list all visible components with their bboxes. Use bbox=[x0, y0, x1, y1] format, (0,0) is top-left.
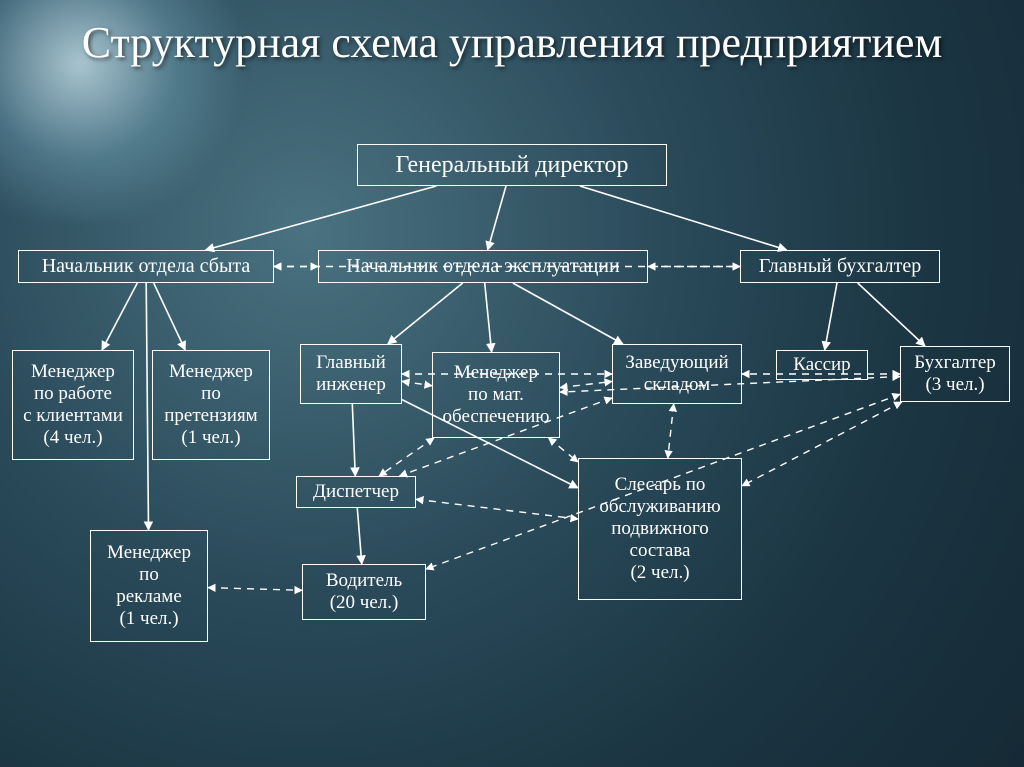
solid-edge bbox=[485, 283, 492, 352]
solid-edge bbox=[206, 186, 437, 250]
solid-edge bbox=[858, 283, 925, 346]
solid-edge bbox=[488, 186, 506, 250]
node-label: Диспетчер bbox=[313, 481, 399, 503]
node-eng: Главный инженер bbox=[300, 344, 402, 404]
node-label: Начальник отдела эксплуатации bbox=[346, 255, 619, 278]
node-label: Водитель (20 чел.) bbox=[326, 570, 402, 614]
node-disp: Диспетчер bbox=[296, 476, 416, 508]
solid-edge bbox=[513, 283, 623, 344]
solid-edge bbox=[357, 508, 362, 564]
node-label: Слесарь по обслуживанию подвижного соста… bbox=[599, 474, 720, 584]
node-driver: Водитель (20 чел.) bbox=[302, 564, 426, 620]
node-mgr_ad: Менеджер по рекламе (1 чел.) bbox=[90, 530, 208, 642]
slide-title: Структурная схема управления предприятие… bbox=[0, 18, 1024, 69]
node-wh: Заведующий складом bbox=[612, 344, 742, 404]
solid-edge bbox=[825, 283, 837, 350]
node-mgr_mat: Менеджер по мат. обеспечению bbox=[432, 352, 560, 438]
dashed-edge bbox=[402, 381, 432, 385]
dashed-edge bbox=[668, 404, 674, 458]
solid-edge bbox=[580, 186, 787, 250]
node-sales: Начальник отдела сбыта bbox=[18, 250, 274, 283]
dashed-edge bbox=[379, 438, 434, 476]
node-label: Главный бухгалтер bbox=[759, 255, 921, 278]
dashed-edge bbox=[742, 402, 902, 486]
slide-stage: Структурная схема управления предприятие… bbox=[0, 0, 1024, 767]
node-bkkeep: Бухгалтер (3 чел.) bbox=[900, 346, 1010, 402]
node-label: Менеджер по работе с клиентами (4 чел.) bbox=[23, 361, 123, 449]
node-ops: Начальник отдела эксплуатации bbox=[318, 250, 648, 283]
dashed-edge bbox=[560, 382, 612, 388]
node-label: Менеджер по рекламе (1 чел.) bbox=[107, 542, 191, 630]
dashed-edge bbox=[416, 499, 578, 519]
solid-edge bbox=[388, 283, 463, 344]
node-acct: Главный бухгалтер bbox=[740, 250, 940, 283]
node-label: Главный инженер bbox=[316, 352, 386, 396]
solid-edge bbox=[154, 283, 186, 350]
node-label: Бухгалтер (3 чел.) bbox=[914, 352, 996, 396]
node-label: Заведующий складом bbox=[625, 352, 728, 396]
node-mgr_cli: Менеджер по работе с клиентами (4 чел.) bbox=[12, 350, 134, 460]
node-label: Менеджер по мат. обеспечению bbox=[443, 362, 550, 428]
solid-edge bbox=[146, 283, 148, 530]
node-mgr_claim: Менеджер по претензиям (1 чел.) bbox=[152, 350, 270, 460]
node-label: Генеральный директор bbox=[395, 152, 628, 179]
solid-edge bbox=[102, 283, 137, 350]
node-label: Начальник отдела сбыта bbox=[42, 255, 251, 278]
node-fitter: Слесарь по обслуживанию подвижного соста… bbox=[578, 458, 742, 600]
dashed-edge bbox=[549, 438, 578, 462]
node-label: Менеджер по претензиям (1 чел.) bbox=[164, 361, 257, 449]
node-cash: Кассир bbox=[776, 350, 868, 380]
node-gen: Генеральный директор bbox=[357, 144, 667, 186]
node-label: Кассир bbox=[793, 354, 850, 376]
dashed-edge bbox=[208, 588, 302, 591]
solid-edge bbox=[352, 404, 355, 476]
